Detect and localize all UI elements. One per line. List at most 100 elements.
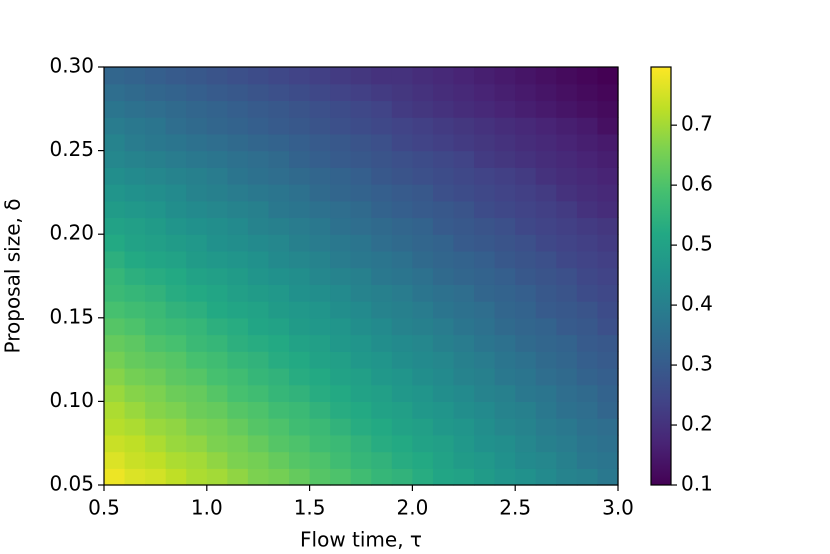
heatmap-cell: [453, 451, 475, 469]
heatmap-cell: [227, 351, 249, 369]
heatmap-cell: [453, 367, 475, 386]
heatmap-cell: [391, 117, 413, 135]
heatmap-cell: [371, 334, 393, 352]
heatmap-cell: [309, 83, 331, 102]
heatmap-cell: [576, 401, 599, 419]
heatmap-cell: [474, 468, 496, 486]
heatmap-cell: [474, 284, 496, 302]
heatmap-cell: [104, 334, 126, 352]
heatmap-cell: [576, 150, 599, 168]
heatmap-cell: [104, 468, 126, 486]
heatmap-cell: [186, 351, 208, 369]
heatmap-cell: [474, 184, 496, 202]
heatmap-cell: [289, 301, 311, 319]
heatmap-cell: [104, 184, 126, 202]
heatmap-cell: [206, 451, 228, 469]
heatmap-cell: [330, 267, 352, 285]
heatmap-cell: [309, 234, 331, 252]
heatmap-cell: [247, 351, 270, 369]
heatmap-cell: [330, 418, 352, 436]
heatmap-cell: [124, 367, 146, 386]
heatmap-cell: [515, 117, 537, 135]
heatmap-cell: [371, 117, 393, 135]
heatmap-cell: [289, 367, 311, 386]
heatmap-cell: [391, 133, 413, 152]
heatmap-cell: [474, 200, 496, 219]
heatmap-cell: [145, 284, 167, 302]
heatmap-cell: [412, 217, 434, 235]
heatmap-cell: [330, 117, 352, 135]
heatmap-cell: [453, 401, 475, 419]
heatmap-cell: [494, 317, 516, 336]
heatmap-cell: [412, 83, 434, 102]
heatmap-cell: [371, 200, 393, 219]
colorbar-tick-label: 0.3: [681, 352, 713, 376]
heatmap-cell: [145, 200, 167, 219]
heatmap-cell: [474, 434, 496, 453]
heatmap-cell: [309, 468, 331, 486]
heatmap-cell: [186, 284, 208, 302]
heatmap-cell: [247, 167, 270, 185]
heatmap-cell: [494, 401, 516, 419]
heatmap-cell: [330, 434, 352, 453]
heatmap-cell: [206, 234, 228, 252]
heatmap-cell: [597, 250, 619, 269]
heatmap-cell: [597, 367, 619, 386]
heatmap-cell: [268, 150, 290, 168]
heatmap-cell: [104, 317, 126, 336]
heatmap-cell: [145, 217, 167, 235]
heatmap-cell: [597, 267, 619, 285]
heatmap-cell: [186, 334, 208, 352]
heatmap-cell: [535, 418, 557, 436]
heatmap-cell: [350, 200, 372, 219]
heatmap-cell: [556, 150, 578, 168]
heatmap-cell: [515, 250, 537, 269]
heatmap-cell: [247, 250, 270, 269]
heatmap-cell: [145, 167, 167, 185]
heatmap-cell: [124, 83, 146, 102]
heatmap-cell: [556, 234, 578, 252]
heatmap-cell: [124, 217, 146, 235]
colorbar-tick-label: 0.1: [681, 472, 713, 496]
heatmap-cell: [576, 384, 599, 402]
heatmap-cell: [165, 133, 187, 152]
heatmap-cell: [576, 267, 599, 285]
heatmap-cell: [124, 334, 146, 352]
heatmap-cell: [535, 100, 557, 118]
heatmap-cell: [165, 334, 187, 352]
heatmap-cell: [371, 217, 393, 235]
heatmap-cell: [432, 217, 455, 235]
heatmap-cell: [186, 451, 208, 469]
heatmap-cell: [453, 200, 475, 219]
heatmap-cell: [289, 200, 311, 219]
heatmap-cell: [206, 384, 228, 402]
heatmap-cell: [145, 100, 167, 118]
heatmap-cell: [432, 351, 455, 369]
heatmap-cell: [412, 468, 434, 486]
heatmap-cell: [165, 184, 187, 202]
heatmap-cell: [453, 384, 475, 402]
heatmap-cell: [309, 284, 331, 302]
heatmap-cell: [391, 200, 413, 219]
heatmap-cell: [556, 351, 578, 369]
heatmap-cell: [186, 167, 208, 185]
heatmap-cell: [268, 434, 290, 453]
heatmap-cell: [515, 351, 537, 369]
colorbar-tick-label: 0.6: [681, 172, 713, 196]
heatmap-cell: [206, 117, 228, 135]
heatmap-cell: [474, 418, 496, 436]
heatmap-cell: [350, 451, 372, 469]
heatmap-cell: [165, 83, 187, 102]
heatmap-cell: [186, 468, 208, 486]
heatmap-cell: [535, 67, 557, 85]
heatmap-cell: [268, 317, 290, 336]
heatmap-cell: [432, 133, 455, 152]
heatmap-cell: [412, 434, 434, 453]
heatmap-cell: [371, 401, 393, 419]
heatmap-cell: [515, 67, 537, 85]
heatmap-cell: [268, 267, 290, 285]
heatmap-cell: [165, 267, 187, 285]
heatmap-cell: [535, 133, 557, 152]
heatmap-cell: [247, 117, 270, 135]
